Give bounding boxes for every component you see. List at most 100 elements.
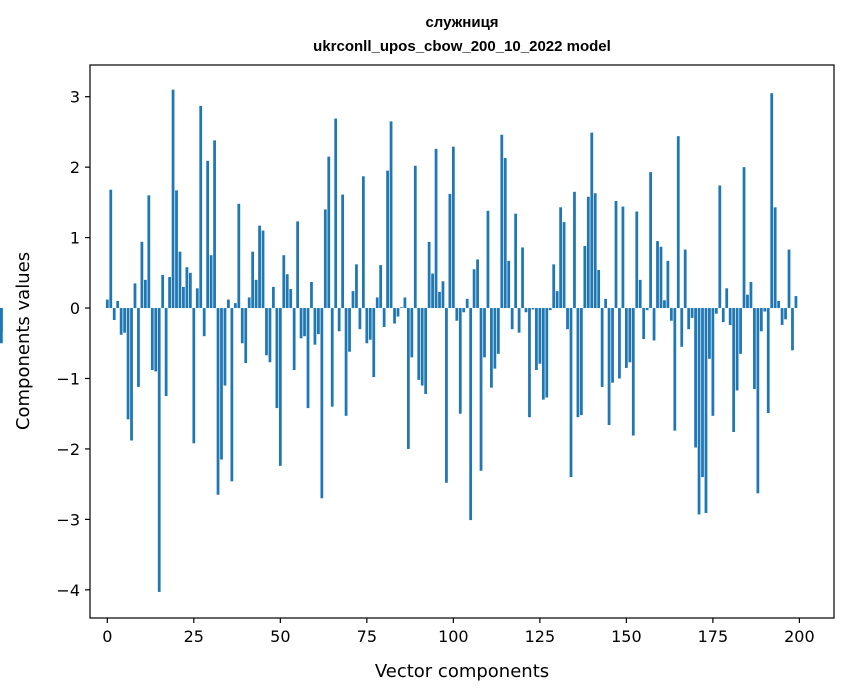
bar xyxy=(496,308,500,354)
bar xyxy=(580,308,583,416)
bar xyxy=(493,308,497,369)
bar xyxy=(306,308,310,409)
x-tick-label: 150 xyxy=(611,627,642,646)
bar xyxy=(590,132,594,309)
x-tick-label: 100 xyxy=(438,627,469,646)
bar xyxy=(199,105,203,309)
bar xyxy=(593,193,597,309)
bar xyxy=(476,259,479,309)
bar xyxy=(348,308,351,352)
bar xyxy=(282,255,286,309)
bar xyxy=(458,308,462,414)
bar xyxy=(410,308,414,358)
bar xyxy=(659,246,663,309)
plot-frame xyxy=(89,64,835,619)
x-tick-label: 0 xyxy=(102,627,112,646)
bar xyxy=(583,246,587,309)
bar xyxy=(517,308,521,333)
bar xyxy=(247,297,251,309)
y-axis-label: Components values xyxy=(13,252,34,430)
bar xyxy=(351,291,355,309)
bar xyxy=(420,308,424,386)
bar xyxy=(538,308,542,364)
x-tick-label: 75 xyxy=(357,627,377,646)
bar xyxy=(759,308,763,332)
bar xyxy=(413,165,417,309)
bar xyxy=(216,308,220,495)
bar xyxy=(766,308,770,413)
y-tick-label: 3 xyxy=(70,88,80,107)
bar xyxy=(337,308,341,332)
bar xyxy=(310,281,313,309)
bar xyxy=(611,308,614,383)
bar xyxy=(628,308,632,363)
bar xyxy=(600,308,604,387)
bar xyxy=(285,274,289,309)
bar xyxy=(375,297,379,309)
bar xyxy=(507,260,511,309)
bar xyxy=(708,308,711,359)
bar xyxy=(784,308,787,320)
bar xyxy=(185,267,189,309)
bar xyxy=(240,308,244,344)
bar xyxy=(303,308,306,337)
bar xyxy=(164,308,168,397)
bar xyxy=(483,308,486,358)
bar xyxy=(123,308,126,333)
bar xyxy=(434,148,438,309)
bar xyxy=(566,308,569,330)
bar xyxy=(528,308,531,418)
bar xyxy=(735,308,739,391)
bar xyxy=(548,308,552,311)
bar xyxy=(133,283,137,309)
bar xyxy=(431,273,434,309)
y-tick-label: −2 xyxy=(56,440,80,459)
bar xyxy=(749,281,753,309)
bar xyxy=(223,308,227,386)
bar xyxy=(773,207,777,309)
bar xyxy=(233,303,237,309)
bar xyxy=(680,308,684,347)
bar xyxy=(220,308,223,460)
bar xyxy=(535,308,538,371)
y-tick-label: −4 xyxy=(56,581,80,600)
bar xyxy=(576,308,580,418)
bar xyxy=(400,307,403,309)
y-tick-label: 1 xyxy=(70,229,80,248)
bar xyxy=(780,308,784,325)
bar xyxy=(441,281,445,309)
bar xyxy=(545,308,549,398)
bar xyxy=(265,308,268,356)
bar xyxy=(137,308,140,387)
bar xyxy=(597,270,601,309)
bar xyxy=(150,308,154,371)
bar xyxy=(330,308,334,407)
bar xyxy=(721,308,725,323)
bar xyxy=(382,308,386,328)
bar xyxy=(140,241,144,309)
bar xyxy=(368,308,372,340)
chart-subtitle: ukrconll_upos_cbow_200_10_2022 model xyxy=(313,38,611,55)
bar xyxy=(732,308,736,433)
bar xyxy=(652,308,656,341)
bar xyxy=(341,194,344,309)
bar xyxy=(649,172,652,309)
bar xyxy=(514,213,518,309)
bar xyxy=(490,308,493,388)
bar xyxy=(275,308,279,409)
bar xyxy=(147,195,151,309)
bar xyxy=(427,241,431,309)
bar xyxy=(669,308,673,321)
bar xyxy=(725,288,729,309)
bar xyxy=(666,260,670,309)
x-tick-label: 125 xyxy=(525,627,556,646)
bar xyxy=(237,203,241,309)
bar xyxy=(396,308,400,317)
bar xyxy=(119,308,123,335)
bar xyxy=(704,308,708,514)
bar xyxy=(763,308,767,312)
bar xyxy=(209,255,213,309)
bar xyxy=(403,297,407,309)
bar xyxy=(261,230,265,309)
